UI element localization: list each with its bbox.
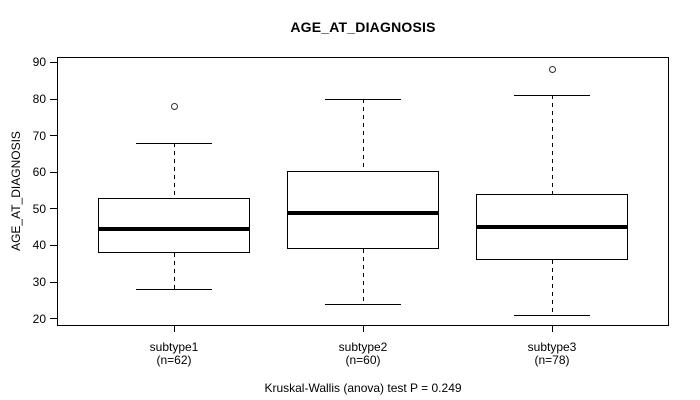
category-count: (n=62): [156, 353, 192, 367]
outlier-point: [170, 102, 178, 110]
y-tick-label: 70: [32, 128, 46, 143]
y-axis-tick: [50, 135, 57, 137]
x-axis-tick: [173, 326, 175, 332]
outlier-point: [548, 66, 556, 74]
category-label: subtype2 (n=60): [293, 341, 433, 367]
y-axis-tick: [50, 281, 57, 283]
upper-whisker-cap: [325, 98, 401, 100]
upper-whisker-cap: [514, 94, 590, 96]
stat-annotation: Kruskal-Wallis (anova) test P = 0.249: [264, 381, 462, 395]
category-label: subtype3 (n=78): [482, 341, 622, 367]
x-axis-tick: [551, 326, 553, 332]
category-name: subtype3: [527, 340, 577, 354]
category-name: subtype2: [338, 340, 388, 354]
y-axis-tick: [50, 61, 57, 63]
y-tick-label: 60: [32, 165, 46, 180]
lower-whisker-cap: [325, 303, 401, 305]
y-tick-label: 80: [32, 92, 46, 107]
iqr-box-subtype2: [287, 171, 439, 250]
lower-whisker-line: [173, 252, 175, 290]
y-axis-tick: [50, 98, 57, 100]
x-axis-tick: [362, 326, 364, 332]
y-tick-label: 30: [32, 275, 46, 290]
y-tick-label: 50: [32, 201, 46, 216]
y-axis-tick: [50, 318, 57, 320]
upper-whisker-line: [362, 99, 364, 172]
y-tick-label: 90: [32, 55, 46, 70]
median-line-subtype1: [98, 227, 250, 231]
lower-whisker-line: [362, 249, 364, 305]
y-tick-label: 20: [32, 311, 46, 326]
y-axis-tick: [50, 171, 57, 173]
y-tick-label: 40: [32, 238, 46, 253]
y-axis-tick: [50, 208, 57, 210]
lower-whisker-cap: [136, 288, 212, 290]
median-line-subtype2: [287, 210, 439, 215]
category-count: (n=78): [534, 353, 570, 367]
lower-whisker-line: [551, 260, 553, 315]
category-label: subtype1 (n=62): [104, 341, 244, 367]
chart-title: AGE_AT_DIAGNOSIS: [290, 19, 436, 35]
y-axis-label: AGE_AT_DIAGNOSIS: [9, 131, 23, 251]
lower-whisker-cap: [514, 314, 590, 316]
y-axis-tick: [50, 244, 57, 246]
upper-whisker-cap: [136, 142, 212, 144]
upper-whisker-line: [551, 95, 553, 195]
category-count: (n=60): [345, 353, 381, 367]
iqr-box-subtype1: [98, 197, 250, 253]
median-line-subtype3: [476, 225, 628, 230]
upper-whisker-line: [173, 143, 175, 198]
category-name: subtype1: [149, 340, 199, 354]
